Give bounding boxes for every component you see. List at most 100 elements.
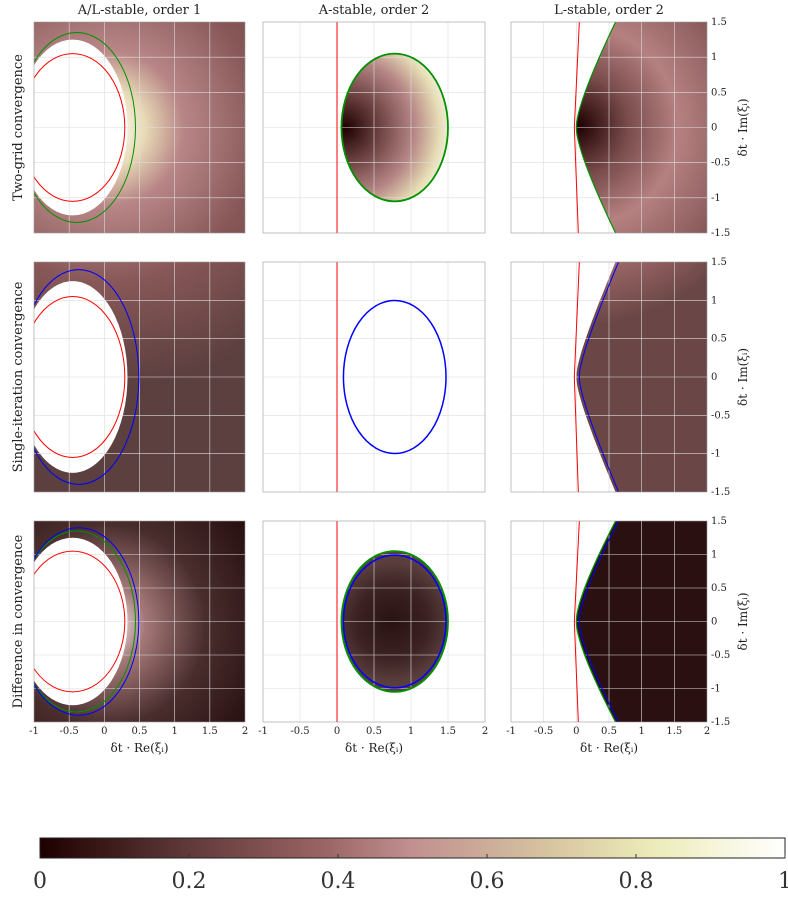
x-axis-label: δt · Re(ξᵢ): [345, 741, 403, 755]
row-title: Single-iteration convergence: [11, 281, 26, 472]
panel-r2-c1: [33, 261, 246, 493]
two-grid-curve: [340, 52, 449, 203]
stability-curve: [34, 296, 126, 458]
column-title: A/L-stable, order 1: [77, 3, 202, 18]
panel-r3-c3: 1.5 1 0.5 0 -0.5 -1 -1.5 δt · Im(ξᵢ) -1 -0.5 0 0.5 1…: [506, 516, 750, 755]
single-iteration-curve: [578, 521, 619, 722]
colorbar-tick-label: 0.2: [172, 869, 207, 894]
x-tick-label: 1: [638, 726, 644, 737]
column-title: L-stable, order 2: [554, 3, 664, 18]
single-iteration-curve: [342, 554, 447, 689]
x-tick-label: 2: [704, 726, 710, 737]
panel-frame: [33, 261, 246, 493]
panel-r1-c2: [262, 21, 486, 234]
x-tick-label: 0.5: [132, 726, 148, 737]
row-title: Two-grid convergence: [11, 54, 26, 201]
y-tick-label: 1: [711, 295, 717, 306]
x-axis-label: δt · Re(ξᵢ): [110, 741, 168, 755]
panel-r1-c1: [33, 21, 246, 234]
single-iteration-curve: [34, 527, 140, 716]
single-iteration-curve: [34, 269, 140, 485]
two-grid-curve: [34, 530, 136, 713]
y-tick-label: 0.5: [711, 583, 727, 594]
row-title: Difference in convergence: [11, 534, 26, 708]
y-tick-label: 0: [711, 372, 717, 383]
y-tick-label: 1: [711, 52, 717, 63]
y-tick-label: 0: [711, 617, 717, 628]
grid: [34, 521, 245, 722]
column-title: A-stable, order 2: [318, 3, 430, 18]
y-tick-label: 0: [711, 123, 717, 134]
y-tick-label: -1.5: [711, 487, 730, 498]
y-tick-label: -1: [711, 684, 721, 695]
y-axis-label: δt · Im(ξᵢ): [736, 593, 750, 651]
grid: [34, 22, 245, 233]
panel-frame: [33, 520, 246, 723]
y-tick-label: -1.5: [711, 717, 730, 728]
single-iteration-curve: [342, 299, 447, 455]
x-tick-label: -1: [506, 726, 516, 737]
colorbar-tick-label: 0: [33, 869, 47, 894]
y-tick-label: -1: [711, 449, 721, 460]
x-tick-label: -1: [29, 726, 39, 737]
x-tick-label: 0: [101, 726, 107, 737]
grid: [511, 262, 707, 492]
x-tick-label: -1: [258, 726, 268, 737]
panel-frame: [510, 520, 708, 723]
x-tick-label: -0.5: [290, 726, 309, 737]
panel-r2-c2: [262, 261, 486, 493]
x-tick-label: -0.5: [534, 726, 553, 737]
single-iteration-curve: [578, 262, 619, 492]
two-grid-curve: [340, 550, 449, 693]
y-tick-label: 0.5: [711, 87, 727, 98]
y-tick-label: -1: [711, 193, 721, 204]
grid: [511, 22, 707, 233]
stability-curve: [573, 262, 580, 492]
x-tick-label: 1: [408, 726, 414, 737]
colorbar-tick-label: 0.4: [321, 869, 356, 894]
stability-curve: [34, 550, 126, 693]
x-tick-label: -0.5: [60, 726, 79, 737]
two-grid-curve: [575, 22, 617, 233]
panel-r2-c3: 1.5 1 0.5 0 -0.5 -1 -1.5 δt · Im(ξᵢ): [510, 257, 750, 498]
colorbar: 0 0.2 0.4 0.6 0.8 1: [33, 837, 788, 894]
x-tick-label: 0: [334, 726, 340, 737]
x-tick-label: 0: [573, 726, 579, 737]
stability-curve: [573, 521, 580, 722]
panel-r3-c1: -1 -0.5 0 0.5 1 1.5 2 δt · Re(ξᵢ): [29, 520, 248, 755]
y-tick-label: 0.5: [711, 334, 727, 345]
y-tick-label: 1.5: [711, 17, 727, 28]
panel-frame: [262, 261, 486, 493]
x-tick-label: 0.5: [366, 726, 382, 737]
x-tick-label: 1: [171, 726, 177, 737]
panel-frame: [262, 520, 486, 723]
panel-frame: [510, 21, 708, 234]
panel-frame: [33, 21, 246, 234]
colorbar-gradient: [39, 837, 786, 859]
y-tick-label: 1.5: [711, 516, 727, 527]
x-tick-label: 1.5: [440, 726, 456, 737]
y-tick-label: -0.5: [711, 410, 730, 421]
stability-curve: [573, 22, 580, 233]
y-axis-label: δt · Im(ξᵢ): [736, 348, 750, 406]
y-tick-label: -1.5: [711, 228, 730, 239]
grid: [34, 262, 245, 492]
y-axis-label: δt · Im(ξᵢ): [736, 99, 750, 157]
y-tick-label: 1.5: [711, 257, 727, 268]
colorbar-tick-label: 0.8: [619, 869, 654, 894]
panel-r1-c3: 1.5 1 0.5 0 -0.5 -1 -1.5 δt · Im(ξᵢ): [510, 17, 750, 239]
grid: [511, 521, 707, 722]
colorbar-tick-label: 1: [778, 869, 788, 894]
two-grid-curve: [575, 521, 617, 722]
x-tick-label: 2: [482, 726, 488, 737]
grid: [263, 262, 485, 492]
panel-r3-c2: -1 -0.5 0 0.5 1 1.5 2 δt · Re(ξᵢ): [258, 520, 488, 755]
x-tick-label: 1.5: [666, 726, 682, 737]
colorbar-tick-label: 0.6: [470, 869, 505, 894]
x-tick-label: 0.5: [601, 726, 617, 737]
x-tick-label: 2: [242, 726, 248, 737]
panel-frame: [510, 261, 708, 493]
stability-curve: [34, 53, 126, 202]
panel-frame: [262, 21, 486, 234]
